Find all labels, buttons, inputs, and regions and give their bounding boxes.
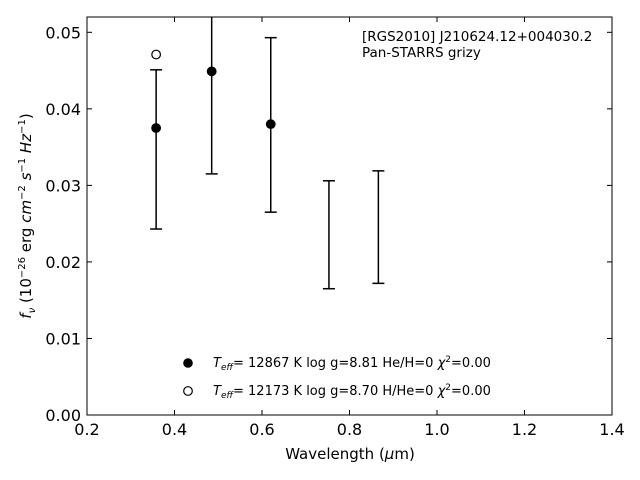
x-axis-label: Wavelength (μm) [285,445,415,463]
data-point-filled [265,119,276,130]
legend-entry-2: Teff= 12173 K log g=8.70 H/He=0 χ2=0.00 [213,383,491,401]
data-points [151,49,276,133]
svg-text:fν (10−26 erg cm−2 s−1 Hz−1): fν (10−26 erg cm−2 s−1 Hz−1) [17,113,38,318]
y-tick-label: 0.05 [45,23,81,42]
x-tick-label: 0.8 [337,420,362,439]
legend-marker-open [183,386,193,396]
y-tick-label: 0.01 [45,329,81,348]
x-tick-label: 0.4 [162,420,187,439]
data-point-open [151,49,162,60]
y-tick-label: 0.04 [45,100,81,119]
data-point-filled [206,66,217,77]
x-tick-label: 0.6 [249,420,274,439]
plot-background [87,17,612,415]
x-tick-label: 1.2 [512,420,537,439]
x-axis: 0.2 0.4 0.6 0.8 1.0 1.2 1.4 [74,17,625,439]
y-tick-label: 0.03 [45,176,81,195]
x-tick-label: 1.0 [424,420,449,439]
legend-entry-1: Teff= 12867 K log g=8.81 He/H=0 χ2=0.00 [213,355,491,373]
y-tick-label: 0.02 [45,253,81,272]
x-tick-label: 0.2 [74,420,99,439]
legend: Teff= 12867 K log g=8.81 He/H=0 χ2=0.00 … [183,355,491,401]
x-tick-label: 1.4 [599,420,624,439]
y-tick-label: 0.00 [45,406,81,425]
y-axis: 0.00 0.01 0.02 0.03 0.04 0.05 [45,23,612,425]
legend-marker-filled [183,358,193,368]
y-axis-label: fν (10−26 erg cm−2 s−1 Hz−1) [17,113,38,318]
annotation-object-name: [RGS2010] J210624.12+004030.2 [362,29,592,45]
annotation-survey-name: Pan-STARRS grizy [362,45,481,61]
data-point-filled [151,123,162,133]
